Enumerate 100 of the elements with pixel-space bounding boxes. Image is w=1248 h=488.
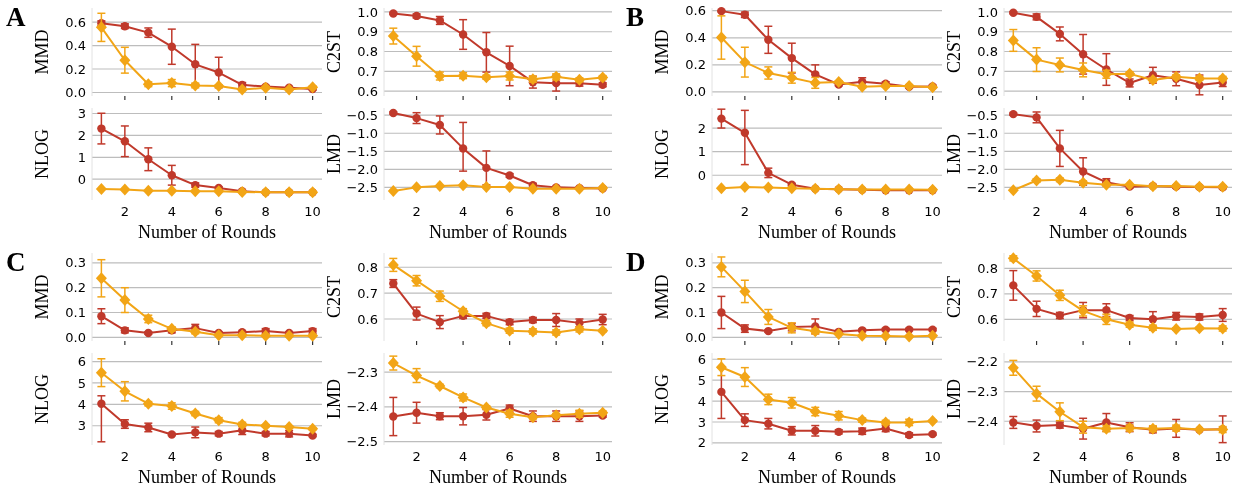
x-tick-label: 2 <box>412 204 421 219</box>
y-tick-label: 0.4 <box>685 30 706 46</box>
y-tick-label: 0.3 <box>685 255 706 271</box>
x-axis-title: Number of Rounds <box>429 467 567 487</box>
y-tick-label: −2.4 <box>346 399 378 415</box>
y-tick-label: −2.3 <box>346 364 378 380</box>
y-axis-title: MMD <box>652 29 672 75</box>
x-axis-title: Number of Rounds <box>1049 467 1187 487</box>
x-tick-label: 8 <box>1172 449 1181 464</box>
y-tick-label: 1.0 <box>977 4 998 20</box>
y-tick-label: 0.6 <box>65 14 86 30</box>
x-axis-title: Number of Rounds <box>758 467 896 487</box>
x-tick-label: 10 <box>594 204 611 219</box>
y-tick-label: 0.6 <box>685 3 706 19</box>
x-tick-label: 6 <box>505 204 514 219</box>
x-tick-label: 4 <box>787 449 796 464</box>
x-tick-label: 2 <box>1032 204 1041 219</box>
y-tick-label: 0.0 <box>685 84 706 100</box>
y-tick-label: 1.0 <box>357 4 378 20</box>
y-tick-label: 0 <box>77 171 86 187</box>
y-tick-label: 0.1 <box>685 305 706 321</box>
x-tick-label: 8 <box>1172 204 1181 219</box>
x-tick-label: 10 <box>924 449 941 464</box>
x-tick-label: 2 <box>120 204 129 219</box>
y-tick-label: 3 <box>77 106 86 122</box>
y-axis-title: C2ST <box>324 30 344 74</box>
y-tick-label: 2 <box>697 435 706 451</box>
x-tick-label: 6 <box>834 449 843 464</box>
chart-title: C <box>6 247 26 277</box>
y-tick-label: 0.7 <box>357 285 378 301</box>
x-axis-title: Number of Rounds <box>138 222 276 242</box>
y-tick-label: 0.0 <box>685 329 706 345</box>
x-tick-label: 6 <box>214 204 223 219</box>
y-tick-label: 0.0 <box>65 85 86 101</box>
y-tick-label: 0.8 <box>357 259 378 275</box>
y-axis-title: MMD <box>652 274 672 320</box>
x-tick-label: 2 <box>412 449 421 464</box>
y-tick-label: 5 <box>77 375 86 391</box>
y-axis-title: NLOG <box>652 129 672 179</box>
x-tick-label: 6 <box>505 449 514 464</box>
y-tick-label: 0.6 <box>977 311 998 327</box>
y-axis-title: NLOG <box>32 374 52 424</box>
y-tick-label: 0.2 <box>65 280 86 296</box>
x-tick-label: 4 <box>167 449 176 464</box>
x-tick-label: 4 <box>458 449 468 464</box>
y-axis-title: C2ST <box>944 30 964 74</box>
x-tick-label: 2 <box>1032 449 1041 464</box>
x-tick-label: 4 <box>167 204 176 219</box>
y-tick-label: 0.9 <box>977 24 998 40</box>
y-tick-label: 0.6 <box>357 83 378 99</box>
x-axis-title: Number of Rounds <box>429 222 567 242</box>
y-tick-label: −1.0 <box>966 125 998 141</box>
y-tick-label: 2 <box>697 120 706 136</box>
chart-title: A <box>6 2 26 32</box>
y-tick-label: 2 <box>77 127 86 143</box>
y-tick-label: 0.7 <box>977 63 998 79</box>
y-axis-title: C2ST <box>944 275 964 319</box>
y-tick-label: 5 <box>697 372 706 388</box>
y-tick-label: −2.5 <box>346 179 378 195</box>
x-tick-label: 10 <box>1214 204 1231 219</box>
x-tick-label: 8 <box>552 449 561 464</box>
x-tick-label: 2 <box>740 449 749 464</box>
x-axis-title: Number of Rounds <box>1049 222 1187 242</box>
y-tick-label: 4 <box>697 393 706 409</box>
y-tick-label: 3 <box>697 414 706 430</box>
x-tick-label: 10 <box>594 449 611 464</box>
y-tick-label: 0.2 <box>685 280 706 296</box>
x-tick-label: 6 <box>1125 204 1134 219</box>
y-axis-title: LMD <box>944 379 964 419</box>
y-tick-label: −1.0 <box>346 125 378 141</box>
y-axis-title: NLOG <box>652 374 672 424</box>
x-tick-label: 10 <box>304 449 321 464</box>
y-tick-label: −0.5 <box>346 107 378 123</box>
y-tick-label: −2.5 <box>346 434 378 450</box>
y-tick-label: −2.4 <box>966 413 998 429</box>
y-tick-label: 0.7 <box>977 286 998 302</box>
y-tick-label: −2.2 <box>966 354 998 370</box>
x-tick-label: 6 <box>834 204 843 219</box>
y-tick-label: 0.8 <box>977 44 998 60</box>
x-tick-label: 10 <box>1214 449 1231 464</box>
chart-title: B <box>626 2 645 32</box>
x-tick-label: 6 <box>1125 449 1134 464</box>
x-tick-label: 4 <box>458 204 468 219</box>
y-axis-title: NLOG <box>32 129 52 179</box>
y-tick-label: −2.0 <box>966 161 998 177</box>
x-tick-label: 8 <box>881 449 890 464</box>
y-tick-label: 0.2 <box>685 57 706 73</box>
y-tick-label: −2.0 <box>346 161 378 177</box>
y-axis-title: MMD <box>32 29 52 75</box>
y-tick-label: −2.3 <box>966 384 998 400</box>
y-tick-label: 0.2 <box>65 61 86 77</box>
y-tick-label: 0.4 <box>65 38 86 54</box>
y-tick-label: −0.5 <box>966 107 998 123</box>
y-tick-label: 1 <box>77 149 86 165</box>
x-tick-label: 8 <box>552 204 561 219</box>
y-tick-label: 0.0 <box>65 329 86 345</box>
y-tick-label: 0.8 <box>977 260 998 276</box>
y-tick-label: 0 <box>697 167 706 183</box>
y-tick-label: −2.5 <box>966 179 998 195</box>
y-tick-label: 6 <box>697 351 706 367</box>
